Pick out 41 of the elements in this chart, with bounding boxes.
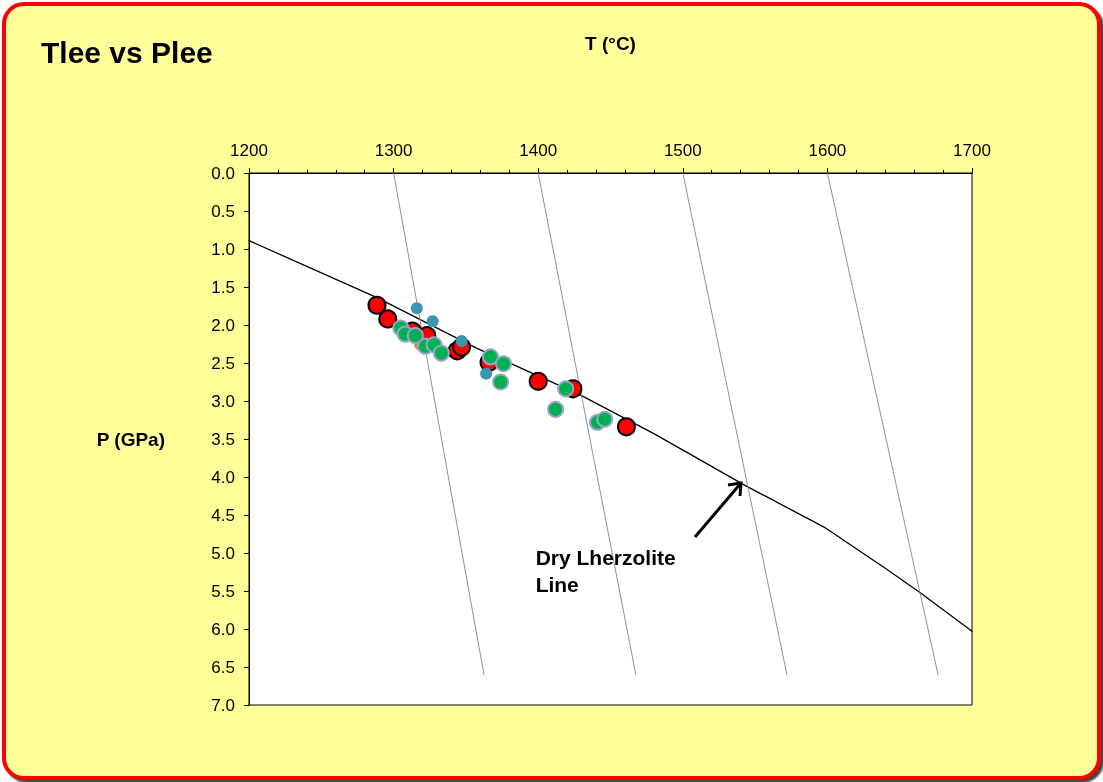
x-tick-label: 1500 [663,141,702,160]
point [557,380,575,398]
y-tick-label: 1.5 [211,277,235,297]
point [616,417,636,437]
point [410,302,423,315]
point [596,410,614,428]
point [378,309,398,329]
x-tick-label: 1600 [808,141,847,160]
chart-title: Tlee vs Plee [41,35,213,69]
point [480,367,493,380]
y-tick-label: 6.5 [211,657,235,677]
x-tick-label: 1700 [953,141,991,160]
x-tick-label: 1400 [519,141,558,160]
y-tick-label: 5.5 [211,581,235,601]
y-tick-label: 0.0 [211,163,235,183]
y-tick-label: 6.0 [211,619,235,639]
y-tick-label: 2.0 [211,315,235,335]
y-tick-label: 4.0 [211,467,235,487]
y-tick-label: 4.5 [211,505,235,525]
x-tick-label: 1200 [230,141,268,160]
point [495,355,512,373]
y-axis-title: P (GPa) [96,428,165,450]
point [547,400,565,418]
annotation: Dry Lherzolite Line [535,545,677,599]
x-axis-title: T (°C) [585,33,636,54]
point [406,327,424,345]
y-tick-label: 2.5 [211,353,235,373]
point [367,295,387,315]
y-tick-label: 5.0 [211,543,235,563]
y-tick-label: 3.0 [211,391,235,411]
point [455,334,468,347]
point [426,315,439,328]
point [432,344,450,362]
x-tick-label: 1300 [374,141,413,160]
point [482,348,499,366]
y-tick-label: 3.5 [211,429,235,449]
point [492,373,510,391]
y-tick-label: 0.5 [211,201,235,221]
y-tick-label: 1.0 [211,239,235,259]
y-tick-label: 7.0 [211,695,235,715]
point [528,371,548,391]
